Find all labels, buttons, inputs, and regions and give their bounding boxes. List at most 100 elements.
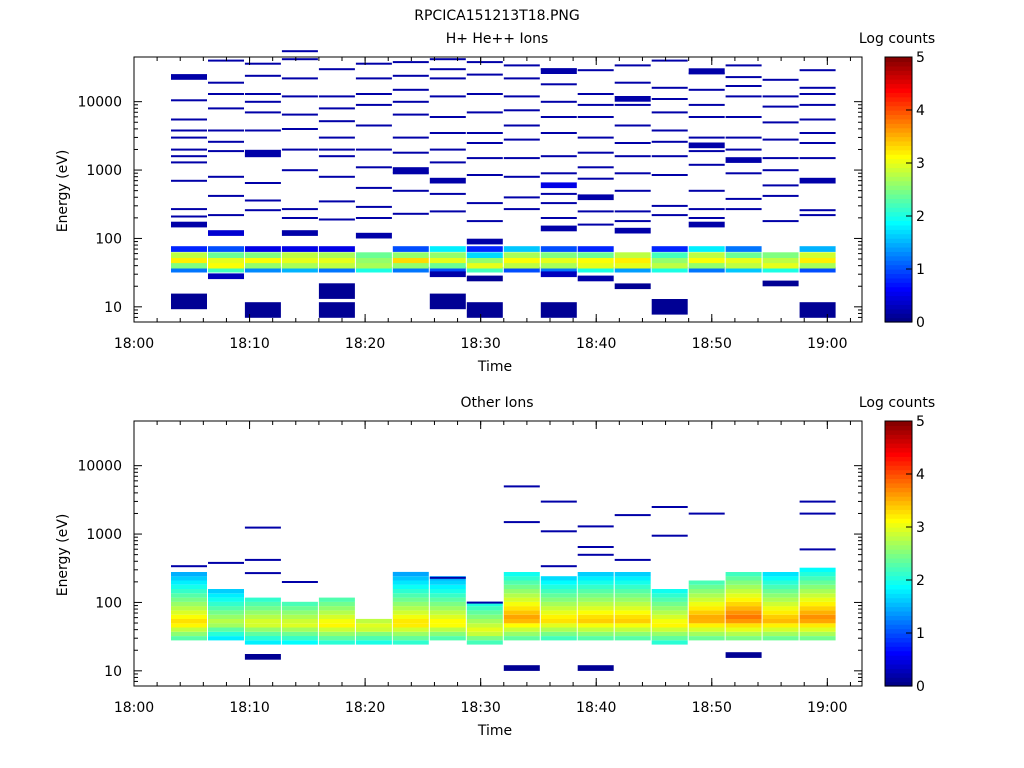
heatmap-sparse-line [244,111,281,114]
heatmap-cell [466,631,503,637]
x-tick-label: 18:20 [345,700,385,716]
heatmap-sparse-line [540,132,577,134]
heatmap-cell [540,266,577,273]
colorbar-frame [884,56,913,323]
heatmap-sparse-line [355,77,392,80]
heatmap-sparse-line [208,81,244,84]
colorbar-tick-label: 0 [916,679,925,695]
heatmap-cell [540,593,577,598]
colorbar-label: Log counts [859,31,935,47]
heatmap-cell [762,610,799,615]
heatmap-cell [577,597,614,602]
heatmap-cell [688,606,725,611]
heatmap-cell [466,623,503,628]
heatmap-sparse-line [392,113,429,116]
colorbar-segment [885,317,912,323]
heatmap-sparse-line [281,50,318,53]
colorbar-segment [885,456,912,462]
heatmap-sparse-line [503,109,540,112]
heatmap-cell [503,636,540,641]
heatmap-cell [466,601,503,607]
heatmap-sparse-line [503,521,540,524]
heatmap-cell [392,580,429,585]
heatmap-sparse-line [799,69,836,72]
colorbar-segment [885,79,912,85]
heatmap-cell [318,631,355,637]
heatmap-cell [208,593,244,598]
heatmap-sparse-line [281,58,318,61]
heatmap-cell [429,246,466,252]
heatmap-cell [540,631,577,637]
heatmap-cell [540,619,577,624]
heatmap-cell [614,601,651,607]
heatmap-cell [466,610,503,615]
x-tick-label: 18:40 [576,336,616,352]
heatmap-cell [614,266,651,273]
heatmap-sparse-line [281,208,318,211]
heatmap-sparse-line [466,202,503,205]
heatmap-sparse-line [281,77,318,80]
heatmap-cell [614,627,651,632]
heatmap-sparse-line [799,214,836,217]
colorbar-segment [885,637,912,643]
heatmap-cell [577,631,614,637]
heatmap-cell [577,580,614,585]
heatmap-sparse-line [318,95,355,98]
colorbar-frame [884,420,913,687]
heatmap-sparse-line [540,155,577,158]
heatmap-cell [281,623,318,628]
heatmap-cell [503,584,540,590]
heatmap-sparse-line [688,88,725,91]
y-tick-label: 100 [95,595,122,611]
heatmap-sparse-line [799,157,836,160]
heatmap-cell [244,606,281,611]
heatmap-cell [429,606,466,611]
heatmap-sparse-line [281,95,318,98]
colorbar-tick-label: 5 [916,414,925,430]
heatmap-cell [688,584,725,590]
heatmap-cell [762,606,799,611]
colorbar-segment [885,255,912,261]
heatmap-cell [540,623,577,628]
heatmap-cell [318,623,355,628]
heatmap-cell [762,252,799,258]
heatmap-cell [466,302,503,318]
heatmap-cell [355,631,392,637]
heatmap-sparse-line [651,174,688,176]
heatmap-cell [208,610,244,615]
colorbar-segment [885,57,912,63]
heatmap-cell [614,593,651,598]
heatmap-sparse-line [429,132,466,134]
heatmap-cell [466,275,503,282]
heatmap-sparse-line [392,172,429,175]
colorbar-segment [885,575,912,581]
heatmap-cell [429,584,466,590]
heatmap-sparse-line [762,138,799,141]
colorbar-segment [885,189,912,195]
heatmap-cell [429,623,466,628]
axes-frame: 18:00 18:10 18:20 18:30 18:40 18:50 19:00 10 100… [77,56,863,352]
heatmap-cell [244,623,281,628]
heatmap-cell [392,252,429,258]
heatmap-cell [725,601,762,607]
colorbar-segment [885,145,912,151]
heatmap-cell [281,246,318,252]
heatmap-cell [392,584,429,589]
heatmap-sparse-line [503,157,540,160]
heatmap-cell [281,631,318,637]
colorbar-segment [885,496,912,502]
y-axis-label: Energy (eV) [55,150,71,233]
x-tick-label: 18:30 [460,336,500,352]
colorbar-segment [885,127,912,133]
colorbar-segment [885,429,912,435]
heatmap-sparse-line [799,142,836,144]
heatmap-cell [318,640,355,645]
heatmap-cell [281,614,318,619]
heatmap-sparse-line [429,95,466,98]
heatmap-cell [725,627,762,632]
heatmap-sparse-line [208,150,244,153]
heatmap-cell [281,627,318,632]
heatmap-sparse-line [762,169,799,172]
heatmap-sparse-line [762,105,799,108]
heatmap-cell [799,636,836,641]
